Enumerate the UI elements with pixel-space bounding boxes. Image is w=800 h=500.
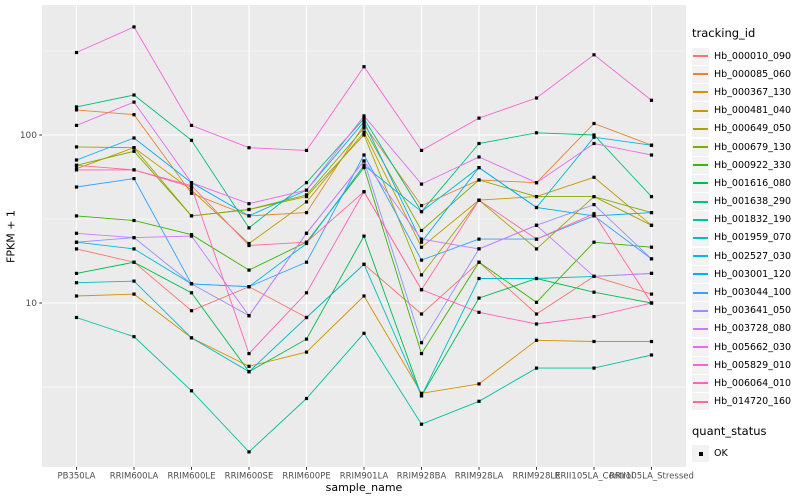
- series-color-key-icon: [692, 83, 709, 101]
- legend-entry-label: Hb_000649_050: [714, 123, 792, 135]
- legend-entry-label: Hb_002527_030: [714, 250, 792, 262]
- legend-entry-label: OK: [714, 448, 728, 460]
- x-axis-title: sample_name: [325, 481, 403, 494]
- x-tick-label: RRIM928LE: [513, 472, 561, 482]
- legend-entry-Hb_000367_130: Hb_000367_130: [692, 83, 800, 101]
- legend-entry-label: Hb_014720_160: [714, 396, 792, 408]
- series-color-key-icon: [692, 174, 709, 192]
- series-color-key-icon: [692, 320, 709, 338]
- legend-entry-Hb_000679_130: Hb_000679_130: [692, 138, 800, 156]
- series-color-key-icon: [692, 156, 709, 174]
- x-tick-label: RRIM928LA: [455, 472, 504, 482]
- legend-entry-label: Hb_000010_090: [714, 50, 792, 62]
- series-color-key-icon: [692, 229, 709, 247]
- y-axis-title: FPKM + 1: [4, 210, 18, 263]
- series-color-key-icon: [692, 247, 709, 265]
- legend-quant-status-block: quant_status OK: [692, 424, 800, 463]
- legend-entry-ok: OK: [692, 445, 800, 463]
- legend-entry-Hb_002527_030: Hb_002527_030: [692, 247, 800, 265]
- legend-entry-Hb_003641_050: Hb_003641_050: [692, 302, 800, 320]
- series-color-key-icon: [692, 284, 709, 302]
- legend-entry-label: Hb_000481_040: [714, 105, 792, 117]
- series-color-key-icon: [692, 120, 709, 138]
- legend-entry-Hb_000922_330: Hb_000922_330: [692, 156, 800, 174]
- legend-entry-Hb_001638_290: Hb_001638_290: [692, 193, 800, 211]
- x-tick-label: RRIM928BA: [397, 472, 447, 482]
- series-color-key-icon: [692, 211, 709, 229]
- legend-entries: Hb_000010_090 Hb_000085_060 Hb_000367_130 H…: [692, 47, 800, 411]
- legend-entry-label: Hb_003001_120: [714, 268, 792, 280]
- legend-entry-Hb_005829_010: Hb_005829_010: [692, 356, 800, 374]
- legend-entry-Hb_001832_190: Hb_001832_190: [692, 211, 800, 229]
- legend-entry-label: Hb_005662_030: [714, 341, 792, 353]
- legend-entry-Hb_014720_160: Hb_014720_160: [692, 393, 800, 411]
- legend-entry-label: Hb_000679_130: [714, 141, 792, 153]
- legend-entry-label: Hb_000367_130: [714, 86, 792, 98]
- series-color-key-icon: [692, 102, 709, 120]
- legend-entry-Hb_000649_050: Hb_000649_050: [692, 120, 800, 138]
- x-tick-label: RRII105LA_Control: [555, 472, 634, 482]
- legend-entry-Hb_000481_040: Hb_000481_040: [692, 102, 800, 120]
- legend-entry-label: Hb_006064_010: [714, 377, 792, 389]
- x-tick-label: PB350LA: [58, 472, 96, 482]
- legend-title-quant-status: quant_status: [692, 423, 767, 438]
- y-tick-label: 10: [26, 299, 38, 309]
- legend-entry-label: Hb_001638_290: [714, 196, 792, 208]
- series-color-key-icon: [692, 193, 709, 211]
- legend-entry-Hb_003001_120: Hb_003001_120: [692, 265, 800, 283]
- legend-entry-Hb_001959_070: Hb_001959_070: [692, 229, 800, 247]
- y-tick-label: 100: [20, 131, 37, 141]
- x-tick-label: RRIM600LA: [110, 472, 159, 482]
- x-tick-label: RRIM600LE: [168, 472, 216, 482]
- series-color-key-icon: [692, 393, 709, 411]
- legend-panel: tracking_id Hb_000010_090 Hb_000085_060 Hb…: [692, 26, 800, 463]
- x-tick-label: RRIM600SE: [225, 472, 274, 482]
- x-tick-label: RRIM600PE: [282, 472, 330, 482]
- legend-entry-Hb_005662_030: Hb_005662_030: [692, 338, 800, 356]
- legend-entry-Hb_001616_080: Hb_001616_080: [692, 174, 800, 192]
- series-color-key-icon: [692, 47, 709, 65]
- legend-entry-label: Hb_003044_100: [714, 287, 792, 299]
- legend-entry-Hb_006064_010: Hb_006064_010: [692, 374, 800, 392]
- x-tick-label: RRII105LA_Stressed: [609, 472, 694, 482]
- legend-entry-Hb_000010_090: Hb_000010_090: [692, 47, 800, 65]
- legend-entry-Hb_003728_080: Hb_003728_080: [692, 320, 800, 338]
- x-tick-label: RRIM901LA: [340, 472, 389, 482]
- series-color-key-icon: [692, 138, 709, 156]
- legend-title-tracking-id: tracking_id: [692, 26, 756, 40]
- legend-entry-label: Hb_003641_050: [714, 305, 792, 317]
- legend-entry-label: Hb_000085_060: [714, 68, 792, 80]
- legend-entry-label: Hb_003728_080: [714, 323, 792, 335]
- data-points: [74, 25, 654, 454]
- legend-entry-label: Hb_001959_070: [714, 232, 792, 244]
- legend-entry-Hb_000085_060: Hb_000085_060: [692, 65, 800, 83]
- series-color-key-icon: [692, 65, 709, 83]
- legend-entry-label: Hb_000922_330: [714, 159, 792, 171]
- series-color-key-icon: [692, 265, 709, 283]
- ok-point-key-icon: [692, 445, 709, 463]
- legend-entry-label: Hb_001832_190: [714, 214, 792, 226]
- series-color-key-icon: [692, 302, 709, 320]
- series-color-key-icon: [692, 374, 709, 392]
- legend-entry-label: Hb_001616_080: [714, 177, 792, 189]
- series-color-key-icon: [692, 356, 709, 374]
- legend-entry-Hb_003044_100: Hb_003044_100: [692, 283, 800, 302]
- legend-entry-label: Hb_005829_010: [714, 359, 792, 371]
- series-color-key-icon: [692, 338, 709, 356]
